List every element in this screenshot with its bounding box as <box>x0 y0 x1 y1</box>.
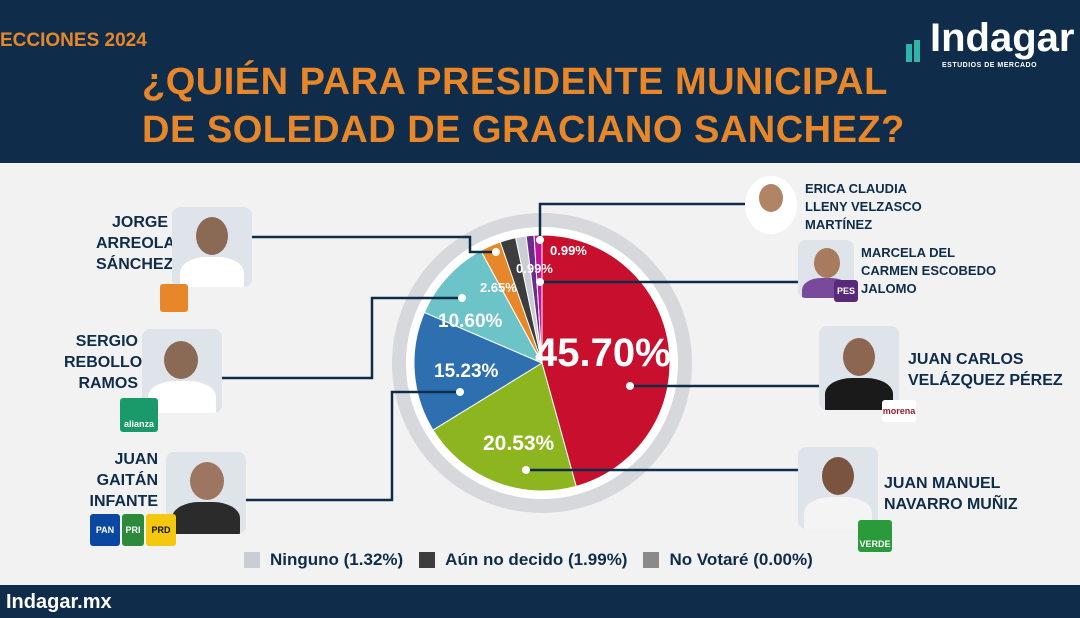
footer-bar: Indagar.mx <box>0 585 1080 618</box>
juang-line-3: INFANTE <box>89 493 158 510</box>
jorge-line-2: ARREOLA <box>96 235 176 252</box>
footer-site: Indagar.mx <box>6 591 112 613</box>
juanmanuel-line-2: NAVARRO MUÑIZ <box>884 496 1018 513</box>
connector-juang <box>246 390 460 502</box>
candidate-sergio-name: SERGIO REBOLLOSO RAMOS <box>64 331 166 394</box>
pie-slice-2 <box>413 311 544 431</box>
juang-line-1: JUAN <box>114 451 158 468</box>
connector-sergio <box>222 296 462 380</box>
legend-swatch-ninguno <box>244 552 260 568</box>
party-badge-mc <box>160 284 188 312</box>
connector-erica <box>538 202 745 240</box>
logo-text: Indagar <box>930 16 1075 60</box>
election-tag: ECCIONES 2024 <box>0 30 147 51</box>
label-erica: 0.99% <box>550 243 587 258</box>
candidate-jorge-name: JORGE ARREOLA SÁNCHEZ <box>96 212 176 275</box>
party-badge-pan: PAN <box>90 514 120 546</box>
sergio-line-3: RAMOS <box>78 375 138 392</box>
logo-subtitle: ESTUDIOS DE MERCADO <box>942 62 1038 69</box>
pie-slice-1 <box>432 362 577 492</box>
pie-slice-0 <box>541 234 671 487</box>
chart-legend: Ninguno (1.32%) Aún no decido (1.99%) No… <box>244 550 829 570</box>
label-juang: 15.23% <box>434 361 499 382</box>
erica-line-1: ERICA CLAUDIA <box>805 181 908 196</box>
party-badge-morena: morena <box>882 400 916 422</box>
dot-juancarlos <box>626 382 634 390</box>
legend-item-novotare: No Votaré (0.00%) <box>643 550 813 570</box>
page-title: ¿QUIÉN PARA PRESIDENTE MUNICIPAL DE SOLE… <box>142 58 922 154</box>
dot-juang <box>456 388 464 396</box>
sergio-line-2: REBOLLOSO <box>64 354 166 371</box>
candidate-marcela-name: MARCELA DEL CARMEN ESCOBEDO JALOMO <box>861 244 996 298</box>
legend-label-ninguno: Ninguno (1.32%) <box>270 550 404 569</box>
avatar-juang <box>166 452 246 534</box>
avatar-juancarlos <box>819 326 899 410</box>
label-juancarlos: 45.70% <box>535 331 671 375</box>
legend-label-novotare: No Votaré (0.00%) <box>669 550 813 569</box>
marcela-line-3: JALOMO <box>861 281 917 296</box>
candidate-juang-name: JUAN GAITÁN INFANTE <box>84 449 158 512</box>
candidate-erica-name: ERICA CLAUDIA LLENY VELZASCO MARTÍNEZ <box>805 180 922 234</box>
label-juanmanuel: 20.53% <box>483 432 555 455</box>
indagar-logo: Indagar ESTUDIOS DE MERCADO <box>906 16 1080 70</box>
connector-jorge <box>252 235 496 254</box>
juancarlos-line-1: JUAN CARLOS <box>908 351 1024 368</box>
party-badge-prd: PRD <box>146 514 176 546</box>
jorge-line-1: JORGE <box>111 214 168 231</box>
marcela-line-2: CARMEN ESCOBEDO <box>861 263 997 278</box>
label-sergio: 10.60% <box>438 311 503 332</box>
legend-swatch-novotare <box>643 552 660 568</box>
avatar-erica <box>745 176 797 234</box>
candidate-juancarlos-name: JUAN CARLOS VELÁZQUEZ PÉREZ <box>908 349 1063 391</box>
legend-swatch-aun <box>419 552 436 568</box>
erica-line-3: MARTÍNEZ <box>805 217 873 232</box>
jorge-line-3: SÁNCHEZ <box>96 256 174 273</box>
party-badge-alianza: alianza <box>120 398 158 432</box>
sergio-line-1: SERGIO <box>75 333 138 350</box>
label-jorge: 2.65% <box>480 280 517 295</box>
pie-slice-8 <box>533 234 543 364</box>
legend-label-aun: Aún no decido (1.99%) <box>445 550 628 569</box>
title-line-2: DE SOLEDAD DE GRACIANO SANCHEZ? <box>142 109 905 151</box>
legend-item-ninguno: Ninguno (1.32%) <box>244 550 403 570</box>
avatar-juanmanuel <box>798 447 878 529</box>
header-banner <box>0 0 1080 163</box>
dot-jorge <box>492 248 500 256</box>
party-badge-pri: PRI <box>122 514 144 546</box>
dot-sergio <box>458 294 466 302</box>
candidate-juanmanuel-name: JUAN MANUEL NAVARRO MUÑIZ <box>884 473 1018 515</box>
legend-item-aun: Aún no decido (1.99%) <box>419 550 627 570</box>
juanmanuel-line-1: JUAN MANUEL <box>884 475 1001 492</box>
dot-erica <box>536 236 544 244</box>
dot-juanmanuel <box>522 466 530 474</box>
erica-line-2: LLENY VELZASCO <box>805 199 922 214</box>
label-marcela: 0.99% <box>516 261 553 276</box>
party-badge-pes: PES <box>834 280 858 302</box>
avatar-jorge <box>172 207 252 287</box>
juang-line-2: GAITÁN <box>96 472 158 489</box>
party-badge-verde: VERDE <box>858 520 892 552</box>
title-line-1: ¿QUIÉN PARA PRESIDENTE MUNICIPAL <box>142 61 888 103</box>
dot-marcela <box>536 278 544 286</box>
marcela-line-1: MARCELA DEL <box>861 245 956 260</box>
juancarlos-line-2: VELÁZQUEZ PÉREZ <box>908 372 1063 389</box>
